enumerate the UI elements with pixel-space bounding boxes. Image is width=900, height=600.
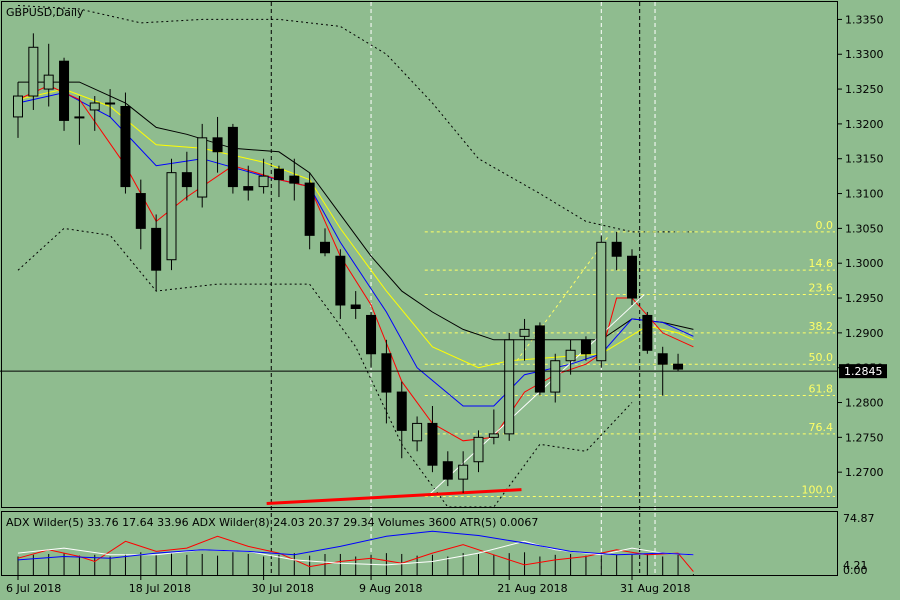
candle-bull	[412, 422, 423, 442]
fibo-level-label: 23.6	[809, 282, 834, 295]
price-tick-label: 1.2950	[845, 292, 884, 305]
ema-slow-line	[17, 88, 694, 369]
candle-bull	[473, 436, 484, 463]
candle-bull	[74, 116, 85, 119]
fibo-level-label: 50.0	[809, 351, 834, 364]
candle-bull	[89, 102, 100, 111]
candle-bear	[350, 304, 361, 309]
price-tick-label: 1.3100	[845, 188, 884, 201]
candle-bear	[611, 241, 622, 257]
vertical-separators	[270, 2, 656, 575]
candle-bull	[519, 328, 530, 337]
candle-bull	[504, 339, 515, 435]
price-tick-label: 1.3000	[845, 257, 884, 270]
candle-bear	[120, 105, 131, 188]
price-tick-label: 1.3300	[845, 48, 884, 61]
candle-bear	[673, 363, 684, 370]
candle-bear	[212, 137, 223, 153]
candle-bear	[304, 182, 315, 236]
candle-bull	[550, 360, 561, 393]
candle-bear	[181, 172, 192, 188]
fibo-level-label: 76.4	[809, 421, 834, 434]
current-price-box	[839, 364, 887, 379]
time-axis: 6 Jul 2018 18 Jul 2018 30 Jul 2018 9 Aug 20…	[6, 576, 690, 595]
candle-bull	[565, 349, 576, 362]
candle-bear	[381, 353, 392, 393]
time-tick-label: 31 Aug 2018	[620, 582, 690, 595]
time-tick-label: 21 Aug 2018	[497, 582, 567, 595]
candle-bear	[427, 422, 438, 466]
ema-mid-line	[17, 92, 694, 407]
drawn-lines	[266, 294, 645, 506]
candle-bear	[442, 461, 453, 480]
candle-bear	[534, 325, 545, 393]
candle-bear	[135, 193, 146, 229]
indicator-window	[17, 530, 694, 575]
candle-bear	[151, 227, 162, 271]
ema-fast-line	[17, 85, 694, 442]
candle-bear	[396, 391, 407, 431]
candle-bear	[227, 126, 238, 188]
fibo-level-label: 61.8	[809, 383, 834, 396]
price-tick-label: 1.3150	[845, 153, 884, 166]
time-tick-label: 30 Jul 2018	[252, 582, 314, 595]
price-tick-label: 1.3050	[845, 222, 884, 235]
current-price-label: 1.2845	[844, 365, 883, 378]
adx-minus-di-line	[17, 535, 694, 572]
chart-title: GBPUSD,Daily	[6, 6, 84, 19]
support-line	[266, 488, 522, 506]
candle-bull	[13, 95, 23, 118]
price-tick-label: 1.3250	[845, 83, 884, 96]
indicator-scale-mid: 4.21	[843, 559, 868, 572]
price-tick-label: 1.2900	[845, 327, 884, 340]
candle-bear	[366, 314, 377, 355]
candle-bull	[596, 241, 607, 362]
indicator-caption: ADX Wilder(5) 33.76 17.64 33.96 ADX Wild…	[6, 516, 538, 529]
time-tick-label: 9 Aug 2018	[359, 582, 422, 595]
candle-bear	[657, 353, 668, 365]
candle-bull	[28, 46, 39, 97]
fibo-level-label: 38.2	[809, 320, 834, 333]
indicator-plot-frame	[1, 511, 838, 576]
uptrend-line	[429, 294, 645, 495]
candle-bull	[258, 175, 269, 188]
candle-bull	[105, 102, 116, 105]
candle-bull	[43, 74, 54, 90]
candle-bear	[642, 314, 653, 351]
candle-bear	[243, 186, 254, 191]
candle-bull	[488, 433, 499, 438]
candle-bear	[627, 255, 637, 299]
price-tick-label: 1.3350	[845, 13, 884, 26]
fibo-level-label: 14.6	[809, 257, 834, 270]
candle-bear	[335, 255, 346, 306]
candlesticks	[13, 33, 684, 494]
time-tick-label: 6 Jul 2018	[6, 582, 61, 595]
candle-bull	[166, 172, 177, 261]
candle-bear	[273, 168, 284, 181]
main-plot-frame	[1, 1, 838, 508]
candle-bear	[289, 175, 300, 184]
candle-bull	[458, 464, 469, 480]
candle-bull	[197, 137, 208, 198]
candle-bear	[580, 339, 591, 355]
indicator-scale-top: 74.87	[843, 512, 875, 525]
price-tick-label: 1.3200	[845, 118, 884, 131]
time-tick-label: 18 Jul 2018	[129, 582, 191, 595]
price-tick-label: 1.2700	[845, 466, 884, 479]
candle-bear	[59, 60, 70, 121]
candle-bear	[320, 241, 330, 254]
price-tick-label: 1.2800	[845, 397, 884, 410]
adx-main-line	[17, 530, 694, 561]
fibo-level-label: 0.0	[816, 219, 834, 232]
price-tick-label: 1.2750	[845, 431, 884, 444]
indicator-scale-bottom: 0.00	[843, 564, 868, 577]
fibo-level-label: 100.0	[802, 484, 834, 497]
